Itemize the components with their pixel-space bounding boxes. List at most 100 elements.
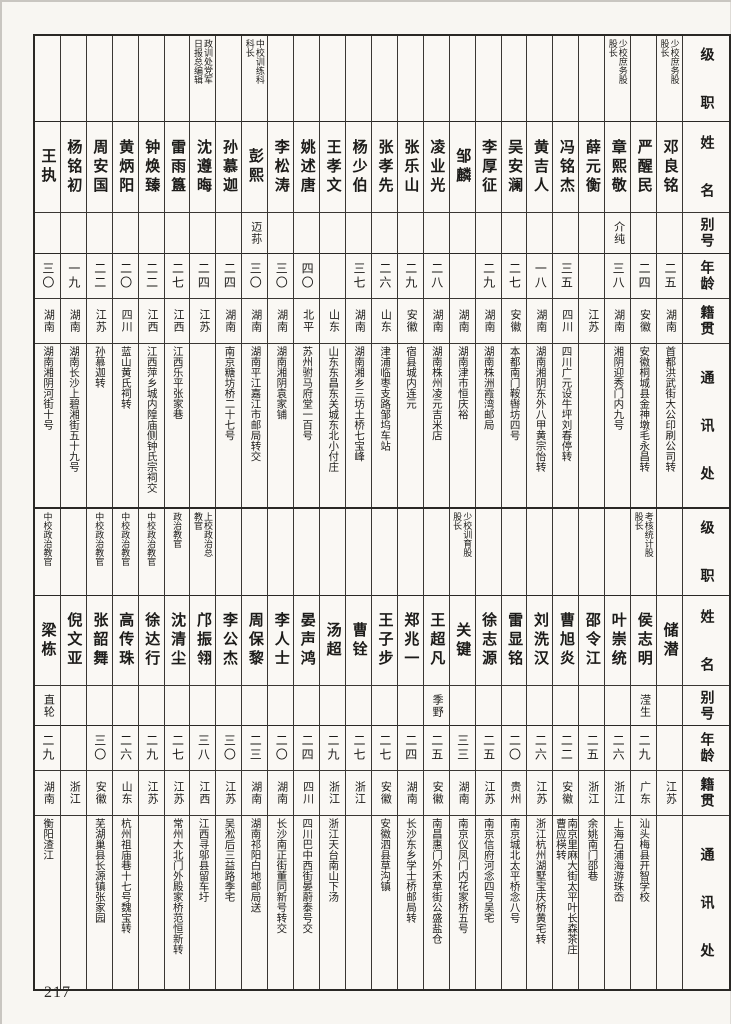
name-cell: 章熙敬: [605, 122, 631, 213]
age-cell: 二六: [605, 726, 631, 771]
native-text: 湖南: [431, 309, 444, 333]
rank-cell: [475, 36, 501, 122]
header-rank-cell: 级 职: [683, 36, 729, 122]
rank-cell: [320, 509, 346, 596]
age-cell: 二四: [294, 726, 320, 771]
age-cell: 三三: [449, 726, 475, 771]
alias-cell: 滢生: [631, 686, 657, 726]
address-text: 南昌惠门外禾草街公盛盐仓: [430, 818, 442, 944]
roster-tables: 级 职 姓 名 别号 年龄 籍贯 通 讯 处 少校庶务股 股长 邓良铭 二五 湖…: [33, 34, 731, 991]
rank-cell: [579, 36, 605, 122]
address-cell: 衡阳渣江: [35, 816, 60, 989]
address-text: 湖南津市恒庆裕: [456, 346, 468, 420]
rank-cell: [268, 36, 294, 122]
header-rank-cell: 级 职: [683, 509, 729, 596]
address-cell: 湖南长沙上碧湘街五十九号: [61, 344, 86, 507]
rank-cell: [216, 36, 242, 122]
rank-text: 中校政治教官: [146, 512, 157, 566]
name-text: 徐达行: [143, 612, 160, 669]
entry-column: 晏声鸿 二四 四川 四川巴中西街晏蔚泰号交: [293, 509, 320, 989]
age-cell: 三八: [190, 726, 216, 771]
address-text: 吴淞后三益路季宅: [223, 818, 235, 902]
age-text: 二七: [377, 734, 392, 762]
native-cell: 浙江: [60, 771, 86, 816]
name-text: 王子步: [376, 612, 393, 669]
address-text: 杭州祖庙巷十七号魏宝转: [119, 818, 131, 934]
alias-cell: [346, 686, 371, 726]
alias-cell: [397, 213, 423, 254]
name-text: 关键: [454, 621, 471, 660]
name-text: 倪文亚: [65, 612, 82, 669]
age-cell: 二七: [371, 726, 397, 771]
name-cell: 邹麟: [449, 122, 475, 213]
name-text: 杨少伯: [350, 138, 367, 196]
header-alias-cell: 别号: [683, 686, 729, 726]
rank-cell: [501, 509, 527, 596]
alias-cell: [86, 213, 112, 254]
address-cell: 江西乐平张家巷: [165, 344, 190, 507]
address-text: 南京城北太平桥念八号: [508, 818, 520, 923]
address-cell: 常州大北门外殿家桥范恒新转: [165, 816, 190, 989]
address-cell: 上海石浦海游珠岙: [605, 816, 630, 989]
header-age-cell: 年龄: [683, 254, 729, 299]
rank-text: 少校庶务股 股长: [607, 39, 628, 84]
age-cell: 三〇: [268, 254, 294, 299]
address-text: 常州大北门外殿家桥范恒新转: [171, 818, 183, 955]
native-text: 安徽: [508, 309, 521, 333]
address-text: 江西萍乡城内隍庙侧钟氏宗祠交: [145, 346, 157, 493]
age-cell: 三〇: [86, 726, 112, 771]
address-text: 余姚南门邵巷: [586, 818, 598, 881]
name-cell: 李公杰: [216, 596, 242, 686]
age-text: 二二: [559, 734, 574, 762]
address-cell: 孙慕迦转: [87, 344, 112, 507]
address-text: 湖南长沙上碧湘街五十九号: [68, 346, 79, 472]
rank-cell: [138, 36, 164, 122]
header-age-label: 年龄: [698, 260, 714, 292]
age-cell: 二〇: [268, 726, 294, 771]
rank-cell: [86, 36, 112, 122]
address-text: 湖南湘阴东外八甲黄宗怡转: [534, 346, 546, 472]
native-cell: 安徽: [397, 299, 423, 344]
rank-text: 政训处党军 日报总编辑: [192, 39, 214, 84]
age-cell: 二三: [242, 726, 268, 771]
age-text: 二九: [326, 734, 341, 762]
native-cell: 湖南: [346, 299, 371, 344]
age-text: 二七: [170, 262, 185, 290]
rank-cell: [294, 36, 320, 122]
header-address-label: 通 讯 处: [698, 369, 714, 482]
name-text: 黄炳阳: [117, 138, 134, 196]
age-cell: 二四: [631, 254, 657, 299]
address-cell: [346, 816, 371, 989]
age-text: 三七: [351, 262, 366, 290]
native-text: 湖南: [353, 309, 366, 333]
native-cell: 四川: [553, 299, 579, 344]
rank-cell: 中校训练科 科长: [242, 36, 268, 122]
native-text: 江西: [146, 309, 159, 333]
native-cell: 湖南: [423, 299, 449, 344]
age-cell: 一九: [60, 254, 86, 299]
native-text: 安徽: [560, 781, 573, 805]
header-name-cell: 姓 名: [683, 122, 729, 213]
alias-cell: [527, 686, 553, 726]
address-text: 安徽桐城县金神墩毛永昌转: [638, 346, 650, 472]
alias-cell: [190, 213, 216, 254]
name-text: 李厚征: [480, 138, 497, 196]
header-age-cell: 年龄: [683, 726, 729, 771]
address-text: 湖南株洲霞湾邮局: [482, 346, 494, 430]
alias-cell: [86, 686, 112, 726]
alias-cell: [320, 213, 346, 254]
rank-cell: 少校训育股 股长: [449, 509, 475, 596]
native-cell: 湖南: [34, 771, 60, 816]
address-text: 湖南祁阳白地邮局送: [249, 818, 261, 913]
age-cell: [579, 254, 605, 299]
rank-cell: [112, 36, 138, 122]
rank-cell: [60, 36, 86, 122]
native-cell: 江西: [138, 299, 164, 344]
age-text: 二九: [481, 262, 496, 290]
name-cell: 周安国: [86, 122, 112, 213]
age-cell: 二六: [371, 254, 397, 299]
age-cell: 二六: [527, 726, 553, 771]
name-cell: 张孝先: [371, 122, 397, 213]
name-text: 雷雨簋: [169, 138, 186, 196]
age-text: 三五: [559, 262, 574, 290]
